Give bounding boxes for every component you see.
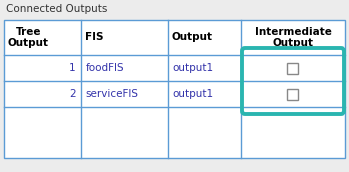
Bar [288, 62, 298, 73]
Text: foodFIS: foodFIS [86, 63, 124, 73]
Text: Output: Output [172, 33, 213, 42]
Text: Connected Outputs: Connected Outputs [6, 4, 107, 14]
Bar [288, 89, 298, 99]
Text: Intermediate
Output: Intermediate Output [254, 27, 332, 48]
Text: serviceFIS: serviceFIS [86, 89, 139, 99]
Text: 1: 1 [69, 63, 76, 73]
Text: FIS: FIS [85, 33, 103, 42]
Text: output1: output1 [173, 63, 214, 73]
Text: output1: output1 [173, 89, 214, 99]
Text: Tree
Output: Tree Output [8, 27, 49, 48]
Bar [4, 20, 345, 158]
Text: 2: 2 [69, 89, 76, 99]
